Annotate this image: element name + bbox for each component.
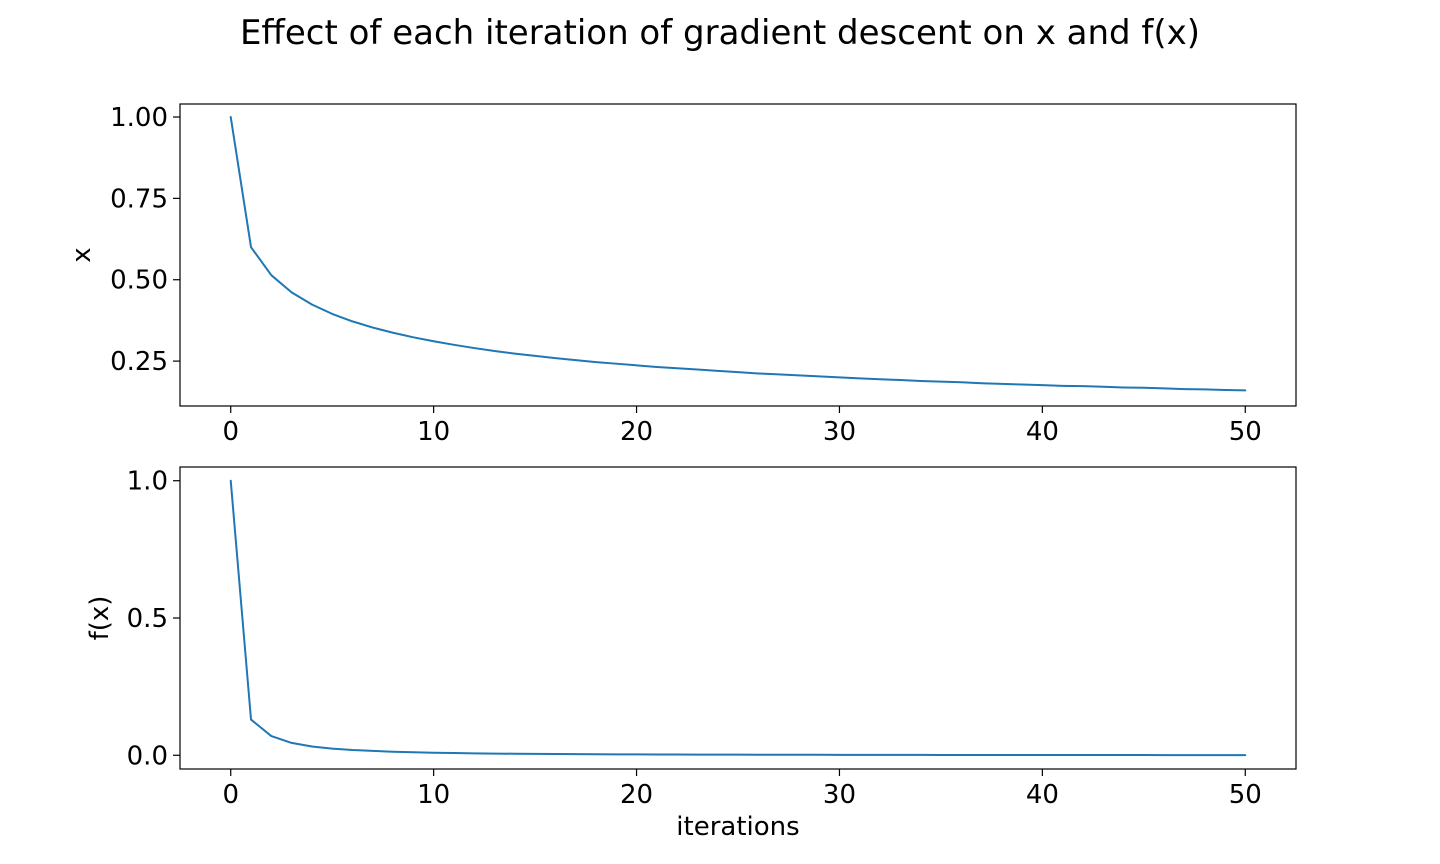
series-line-fx	[229, 479, 1247, 757]
x-tick-label: 30	[823, 780, 856, 810]
y-tick-label: 1.00	[110, 103, 168, 133]
y-tick-label: 0.25	[110, 347, 168, 377]
y-tick-label: 0.0	[127, 741, 168, 771]
y-tick-label: 0.75	[110, 184, 168, 214]
x-tick-label: 20	[620, 780, 653, 810]
ticks-x-panel: 0 10 20 30 40 50 0.25 0.50 0.75 1.00	[110, 103, 1262, 447]
chart-title: Effect of each iteration of gradient des…	[240, 13, 1200, 53]
x-tick-label: 50	[1229, 780, 1262, 810]
ticks-fx-panel: 0 10 20 30 40 50 0.0 0.5 1.0	[127, 467, 1262, 810]
x-tick-label: 10	[417, 417, 450, 447]
y-tick-label: 0.5	[127, 604, 168, 634]
x-tick-label: 0	[222, 417, 239, 447]
x-tick-label: 40	[1026, 780, 1059, 810]
plot-frame-fx	[179, 466, 1297, 770]
x-axis-label: iterations	[676, 812, 799, 842]
x-tick-label: 0	[222, 780, 239, 810]
series-line-x	[229, 116, 1247, 392]
plot-frame-x	[179, 103, 1297, 407]
y-tick-label: 1.0	[127, 467, 168, 497]
y-axis-label-x: x	[67, 247, 97, 262]
x-tick-label: 50	[1229, 417, 1262, 447]
y-axis-label-fx: f(x)	[85, 596, 115, 641]
x-tick-label: 40	[1026, 417, 1059, 447]
y-tick-label: 0.50	[110, 266, 168, 296]
x-tick-label: 30	[823, 417, 856, 447]
subplot-x: 0 10 20 30 40 50 0.25 0.50 0.75 1.00 x	[67, 103, 1297, 447]
x-tick-label: 20	[620, 417, 653, 447]
subplot-fx: 0 10 20 30 40 50 0.0 0.5 1.0 f(x) iterations	[85, 466, 1297, 842]
x-tick-label: 10	[417, 780, 450, 810]
